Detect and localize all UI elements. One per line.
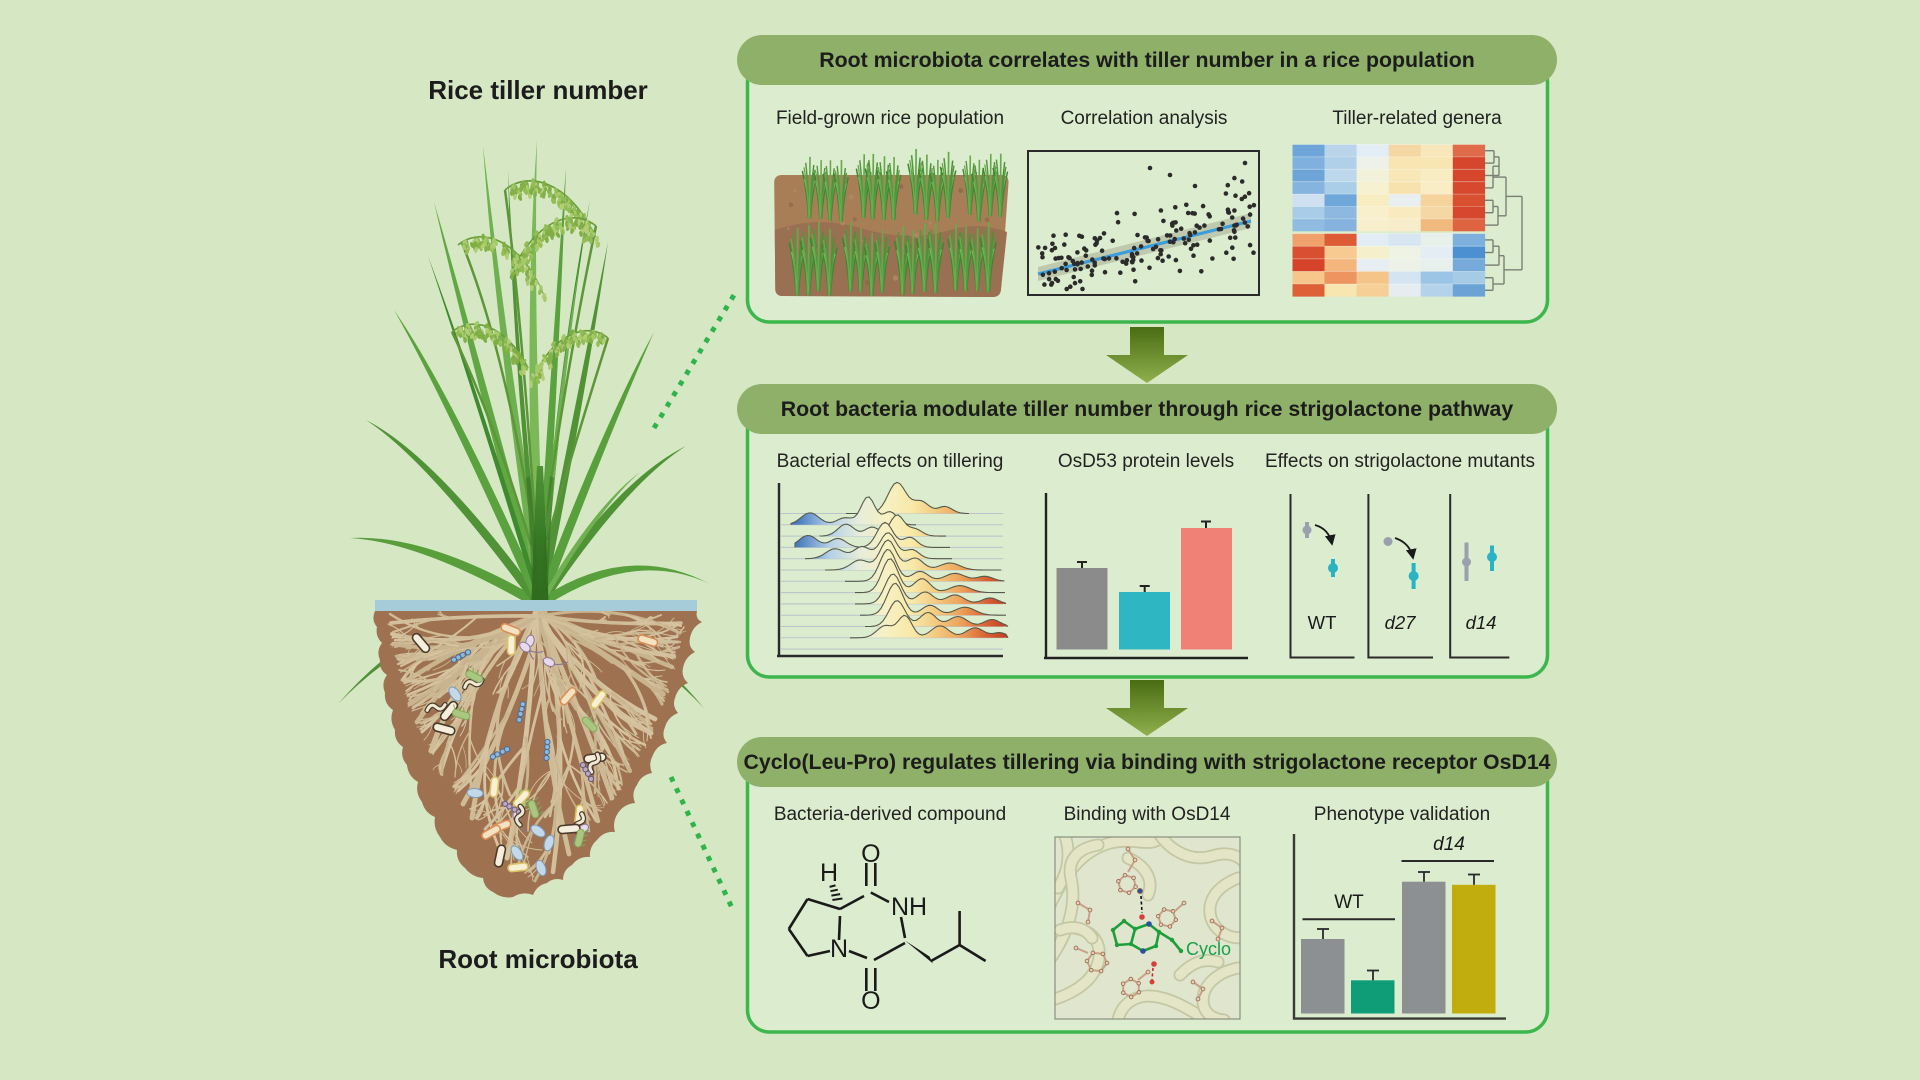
svg-text:Rice tiller number: Rice tiller number xyxy=(428,75,648,105)
svg-text:d27: d27 xyxy=(1385,612,1417,633)
svg-text:Phenotype validation: Phenotype validation xyxy=(1314,804,1490,825)
svg-text:d14: d14 xyxy=(1466,612,1497,633)
svg-text:Root microbiota correlates wit: Root microbiota correlates with tiller n… xyxy=(819,48,1475,72)
svg-text:Cyclo: Cyclo xyxy=(1186,939,1231,959)
svg-text:H: H xyxy=(820,859,838,887)
svg-text:Effects on strigolactone mutan: Effects on strigolactone mutants xyxy=(1265,451,1535,472)
svg-text:WT: WT xyxy=(1308,612,1337,633)
svg-text:Correlation analysis: Correlation analysis xyxy=(1061,108,1228,129)
svg-text:Root bacteria modulate tiller: Root bacteria modulate tiller number thr… xyxy=(781,397,1514,421)
svg-text:Tiller-related genera: Tiller-related genera xyxy=(1332,108,1502,129)
svg-text:O: O xyxy=(861,840,880,868)
svg-text:WT: WT xyxy=(1334,892,1364,913)
svg-text:OsD53 protein levels: OsD53 protein levels xyxy=(1058,451,1234,472)
svg-text:O: O xyxy=(861,987,880,1015)
svg-text:Field-grown rice population: Field-grown rice population xyxy=(776,108,1004,129)
svg-text:Root microbiota: Root microbiota xyxy=(438,944,638,974)
svg-text:Bacteria-derived compound: Bacteria-derived compound xyxy=(774,804,1006,825)
svg-text:Cyclo(Leu-Pro) regulates tille: Cyclo(Leu-Pro) regulates tillering via b… xyxy=(743,750,1550,774)
svg-text:NH: NH xyxy=(891,893,927,921)
svg-text:Bacterial effects on tillering: Bacterial effects on tillering xyxy=(777,451,1004,472)
svg-text:d14: d14 xyxy=(1433,834,1465,855)
svg-text:N: N xyxy=(830,935,848,963)
svg-text:Binding with OsD14: Binding with OsD14 xyxy=(1064,804,1231,825)
